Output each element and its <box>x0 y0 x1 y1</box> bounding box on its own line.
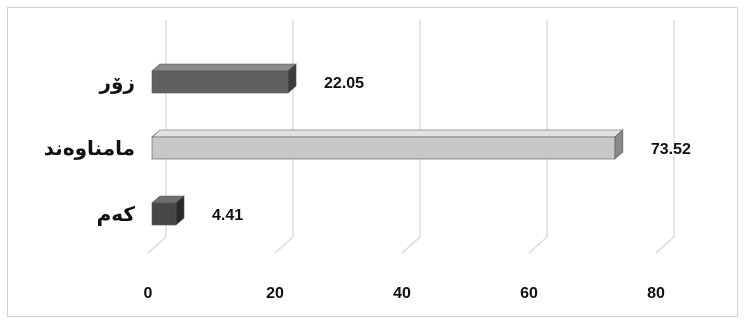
bars <box>151 63 624 226</box>
x-tick-label: 60 <box>520 285 538 302</box>
data-label: 4.41 <box>212 207 243 224</box>
category-label: زۆر <box>99 70 135 94</box>
bar-front-face <box>151 202 177 226</box>
bar <box>151 129 624 160</box>
bar-front-face <box>151 70 289 94</box>
bar-top-face <box>151 63 297 72</box>
gridline <box>274 20 294 254</box>
gridline <box>528 20 548 254</box>
category-label: کەم <box>97 202 136 226</box>
data-label: 73.52 <box>651 141 691 158</box>
x-tick-label: 20 <box>266 285 284 302</box>
x-tick-label: 40 <box>393 285 411 302</box>
gridline <box>655 20 675 254</box>
labels: 0 20 40 60 80 زۆر 22.05 مامناوەند 73.52 کەم 4.41 <box>44 70 691 302</box>
category-label: مامناوەند <box>44 136 135 160</box>
bar-front-face <box>151 136 616 160</box>
data-label: 22.05 <box>324 75 364 92</box>
bar-top-face <box>151 129 624 138</box>
x-tick-label: 0 <box>144 285 153 302</box>
gridline <box>401 20 421 254</box>
chart-frame <box>7 7 738 317</box>
bar <box>151 63 297 94</box>
bar <box>151 195 185 226</box>
x-tick-label: 80 <box>647 285 665 302</box>
